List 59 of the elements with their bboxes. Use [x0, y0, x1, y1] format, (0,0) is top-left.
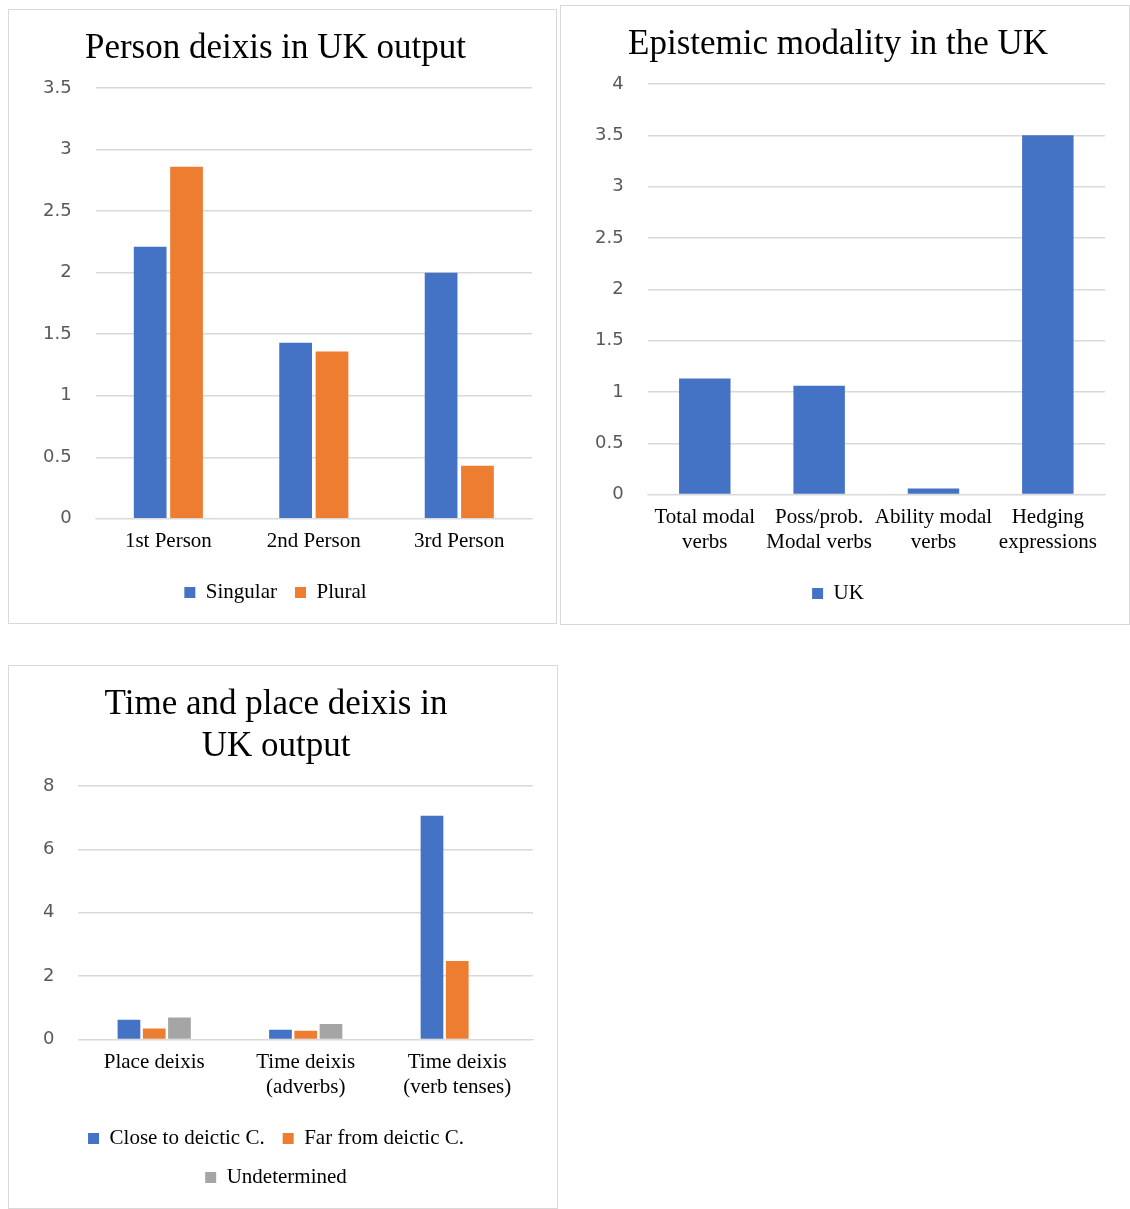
chart-title: Person deixis in UK output [84, 27, 467, 67]
y-tick-label: 1.5 [594, 328, 624, 350]
bar [170, 166, 203, 519]
bar [133, 246, 167, 519]
y-tick-label: 0.5 [42, 444, 72, 466]
chart-title: Time and place deixis in UK output [104, 683, 448, 765]
y-tick-label: 2 [612, 276, 624, 298]
y-tick-label: 0 [43, 1027, 55, 1049]
bar [319, 1024, 343, 1039]
y-tick-label: 1 [60, 383, 72, 405]
legend-label: Far from deictic C. [304, 1125, 464, 1150]
x-tick-label: 2nd Person [266, 527, 362, 552]
x-tick-label: Total modal verbs [654, 503, 756, 553]
x-tick-label: Time deixis (adverbs) [256, 1048, 356, 1098]
y-tick-label: 2.5 [594, 225, 624, 247]
y-tick-label: 3.5 [594, 123, 624, 144]
bar [168, 1017, 191, 1039]
x-tick-label: 1st Person [124, 527, 213, 552]
y-tick-label: 4 [612, 71, 624, 93]
y-tick-label: 2 [43, 963, 55, 985]
x-tick-label: Place deixis [103, 1048, 205, 1073]
y-tick-label: 3.5 [42, 75, 72, 97]
bar [461, 465, 494, 519]
bar [269, 1029, 292, 1039]
legend-label: Singular [205, 579, 278, 604]
bar [315, 351, 349, 519]
y-tick-label: 4 [43, 900, 55, 922]
bar [445, 960, 469, 1039]
x-tick-label: Poss/prob. Modal verbs [766, 503, 872, 553]
y-tick-label: 1.5 [42, 321, 72, 343]
y-tick-label: 2 [60, 260, 72, 282]
x-tick-label: 3rd Person [414, 527, 505, 552]
bar [117, 1019, 141, 1039]
y-tick-label: 1 [612, 379, 624, 401]
bar [679, 378, 731, 494]
y-tick-label: 3 [612, 174, 624, 196]
bar [793, 385, 845, 494]
y-tick-label: 3 [60, 137, 72, 159]
y-tick-label: 6 [43, 837, 55, 859]
x-tick-label: Hedging expressions [998, 503, 1097, 553]
y-tick-label: 2.5 [42, 198, 72, 220]
y-tick-label: 0 [60, 506, 72, 528]
bar [279, 342, 312, 519]
chart-title: Epistemic modality in the UK [628, 23, 1048, 63]
bar [1022, 135, 1074, 494]
x-tick-label: Ability modal verbs [874, 503, 993, 553]
legend-label: UK [833, 580, 864, 605]
bar [142, 1028, 166, 1039]
y-tick-label: 0.5 [594, 430, 624, 452]
bar [420, 815, 444, 1039]
bar [424, 272, 458, 519]
legend-label: Undetermined [226, 1164, 348, 1189]
legend-label: Close to deictic C. [109, 1125, 265, 1150]
x-tick-label: Time deixis (verb tenses) [403, 1048, 512, 1098]
legend-label: Plural [316, 579, 367, 604]
bar [294, 1030, 318, 1039]
y-tick-label: 0 [612, 482, 624, 504]
bar [907, 488, 960, 494]
y-tick-label: 8 [43, 773, 55, 795]
